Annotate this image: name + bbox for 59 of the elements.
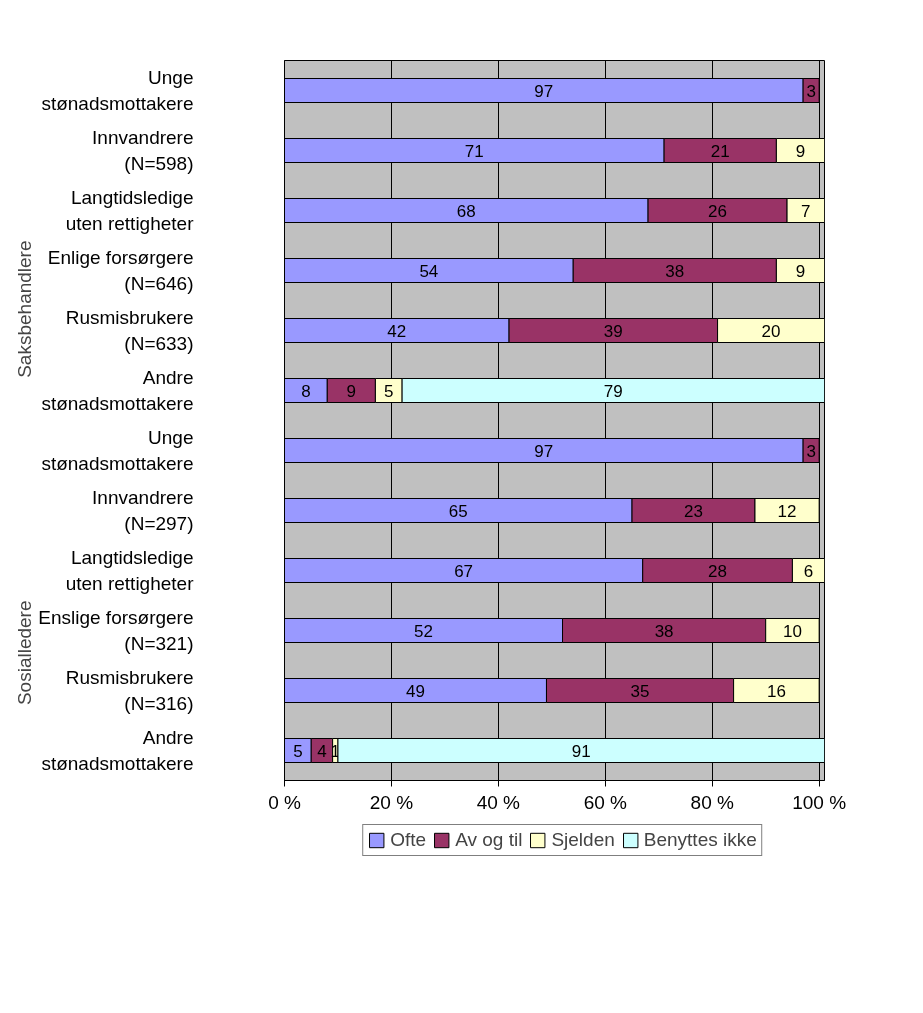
y-tick-label: Innvandrere (N=297): [92, 487, 194, 534]
data-label: 9: [795, 261, 806, 281]
data-label: 91: [571, 741, 591, 761]
data-label: 6: [803, 561, 814, 581]
data-label: 79: [603, 381, 623, 401]
data-label: 10: [782, 621, 802, 641]
data-label: 7: [801, 201, 811, 221]
data-label: 5: [293, 741, 303, 761]
text: Saksbehandlere: [14, 240, 35, 378]
data-label: 52: [414, 621, 433, 641]
data-label: 65: [448, 501, 468, 521]
data-label: 12: [777, 501, 797, 521]
x-tick-label: 60 %: [583, 791, 628, 813]
data-label: 38: [665, 261, 685, 281]
data-label: 67: [454, 561, 474, 581]
data-label: 8: [301, 381, 311, 401]
y-tick-label: Enslige forsørgere (N=321): [38, 607, 194, 654]
data-label: 97: [534, 81, 554, 101]
data-label: 68: [456, 201, 476, 221]
y-tick-label: Rusmisbrukere (N=633): [65, 307, 194, 354]
data-label: 26: [708, 201, 728, 221]
data-label: 49: [406, 681, 425, 701]
data-label: 3: [806, 441, 816, 461]
data-label: 23: [684, 501, 703, 521]
data-label: 38: [654, 621, 674, 641]
data-label: 5: [384, 381, 394, 401]
data-label: 20: [761, 321, 781, 341]
y-tick-label: Unge stønadsmottakere: [41, 67, 194, 114]
x-tick-label: 100 %: [792, 791, 847, 813]
y-tick-label: Innvandrere (N=598): [92, 127, 194, 174]
x-tick-label: 20 %: [369, 791, 414, 813]
data-label: 97: [534, 441, 554, 461]
data-label: 4: [317, 741, 327, 761]
data-label: 9: [795, 141, 806, 161]
data-label: 9: [346, 381, 357, 401]
y-tick-label: Langtidsledige uten rettigheter: [65, 187, 195, 234]
y-tick-label: Andre stønadsmottakere: [41, 727, 194, 774]
data-label: 28: [708, 561, 728, 581]
legend-label: Benyttes ikke: [643, 829, 757, 851]
x-tick-label: 0 %: [268, 791, 301, 813]
legend-label: Ofte: [390, 829, 427, 851]
text: Sosialledere: [14, 600, 35, 706]
y-tick-label: Unge stønadsmottakere: [41, 427, 194, 474]
y-tick-label: Rusmisbrukere (N=316): [65, 667, 194, 714]
data-label: 54: [419, 261, 439, 281]
data-label: 16: [766, 681, 786, 701]
data-label: 35: [630, 681, 650, 701]
y-tick-label: Andre stønadsmottakere: [41, 367, 194, 414]
x-tick-label: 40 %: [476, 791, 521, 813]
x-tick-label: 80 %: [690, 791, 734, 813]
data-label: 71: [464, 141, 484, 161]
legend-label: Sjelden: [551, 829, 615, 851]
data-label: 21: [710, 141, 730, 161]
data-label: 42: [387, 321, 407, 341]
data-label: 39: [603, 321, 623, 341]
y-tick-label: Enlige forsørgere (N=646): [47, 247, 194, 294]
y-tick-label: Langtidsledige uten rettigheter: [65, 547, 195, 594]
legend-label: Av og til: [455, 829, 523, 851]
data-label: 3: [806, 81, 816, 101]
